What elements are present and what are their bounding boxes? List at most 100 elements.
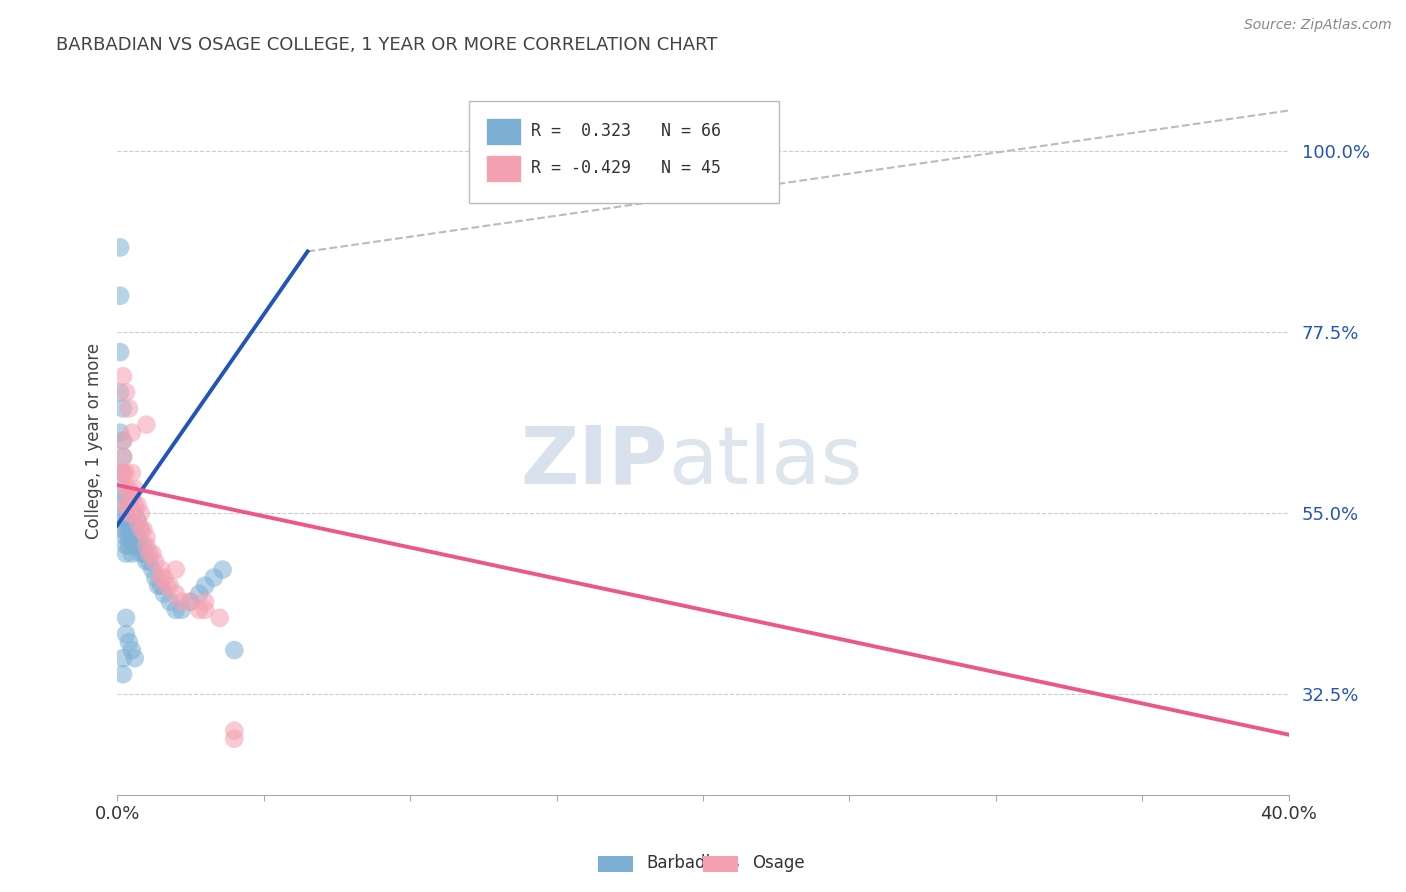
Point [150, 563, 173, 577]
Point [108, 466, 131, 480]
Point [138, 546, 160, 560]
Point [135, 530, 157, 544]
Point [170, 595, 193, 609]
Point [153, 587, 176, 601]
Text: atlas: atlas [668, 423, 862, 501]
Bar [486, 155, 522, 182]
Point [118, 401, 141, 416]
Text: ZIP: ZIP [520, 423, 668, 501]
Point [211, 563, 233, 577]
Point [115, 490, 138, 504]
Point [159, 595, 181, 609]
Point [118, 530, 141, 544]
Point [170, 603, 193, 617]
Point [129, 546, 152, 560]
Point [118, 506, 141, 520]
Point [143, 571, 166, 585]
Text: Osage: Osage [752, 855, 804, 872]
Point [115, 522, 138, 536]
Point [121, 490, 143, 504]
Point [112, 514, 135, 528]
Point [148, 579, 170, 593]
Point [129, 522, 152, 536]
Point [118, 514, 141, 528]
Point [124, 538, 146, 552]
Point [112, 466, 135, 480]
Point [202, 571, 225, 585]
Point [135, 554, 157, 568]
Point [165, 563, 187, 577]
Point [112, 651, 135, 665]
Point [121, 643, 143, 657]
Point [124, 651, 146, 665]
Point [118, 498, 141, 512]
Point [129, 522, 152, 536]
Point [135, 538, 157, 552]
Point [188, 603, 211, 617]
Point [156, 579, 179, 593]
Point [115, 498, 138, 512]
Point [115, 627, 138, 641]
Point [115, 530, 138, 544]
Point [150, 571, 173, 585]
Point [127, 530, 149, 544]
Text: R = -0.429   N = 45: R = -0.429 N = 45 [530, 159, 721, 177]
Point [118, 635, 141, 649]
Point [150, 579, 173, 593]
Point [135, 546, 157, 560]
Point [194, 603, 217, 617]
Point [115, 385, 138, 400]
Point [124, 506, 146, 520]
Point [108, 345, 131, 359]
Point [121, 506, 143, 520]
Point [108, 240, 131, 254]
Point [108, 385, 131, 400]
Point [153, 571, 176, 585]
Point [132, 522, 155, 536]
Point [127, 514, 149, 528]
Point [224, 731, 246, 746]
Point [112, 482, 135, 496]
Point [112, 466, 135, 480]
Point [121, 522, 143, 536]
Point [115, 506, 138, 520]
Point [112, 434, 135, 448]
Text: R =  0.323   N = 66: R = 0.323 N = 66 [530, 122, 721, 140]
Point [159, 579, 181, 593]
Point [127, 498, 149, 512]
Point [179, 595, 201, 609]
Point [115, 466, 138, 480]
Point [121, 506, 143, 520]
Point [224, 643, 246, 657]
Point [141, 546, 163, 560]
Point [129, 506, 152, 520]
Point [112, 450, 135, 464]
Point [208, 611, 231, 625]
Point [132, 538, 155, 552]
Bar [486, 119, 522, 145]
Point [121, 530, 143, 544]
Point [129, 538, 152, 552]
Point [112, 434, 135, 448]
Point [132, 546, 155, 560]
Text: BARBADIAN VS OSAGE COLLEGE, 1 YEAR OR MORE CORRELATION CHART: BARBADIAN VS OSAGE COLLEGE, 1 YEAR OR MO… [56, 36, 717, 54]
Point [141, 563, 163, 577]
Point [165, 587, 187, 601]
Point [127, 538, 149, 552]
Point [112, 667, 135, 681]
Point [127, 514, 149, 528]
Point [143, 554, 166, 568]
Point [124, 482, 146, 496]
Point [112, 498, 135, 512]
Point [115, 546, 138, 560]
Point [118, 506, 141, 520]
Point [112, 450, 135, 464]
Y-axis label: College, 1 year or more: College, 1 year or more [86, 343, 103, 539]
Text: Source: ZipAtlas.com: Source: ZipAtlas.com [1244, 18, 1392, 32]
Point [124, 522, 146, 536]
Point [115, 538, 138, 552]
Point [118, 538, 141, 552]
Point [108, 289, 131, 303]
Point [115, 611, 138, 625]
Point [138, 554, 160, 568]
